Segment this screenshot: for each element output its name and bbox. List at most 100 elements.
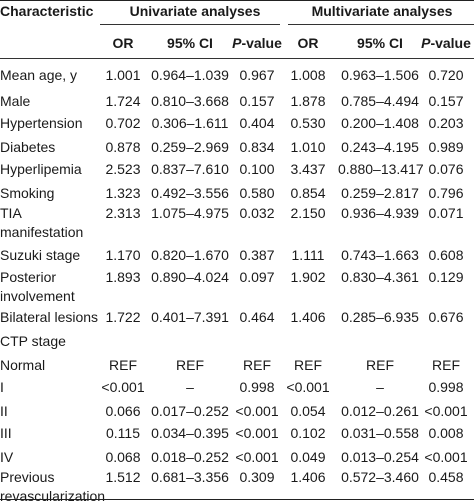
cell-multivariate-p: 0.157 (428, 93, 464, 109)
cell-univariate-p: 0.464 (239, 309, 275, 325)
header-m-p-rest: -value (430, 35, 471, 51)
header-u-p: P-value (228, 34, 286, 52)
cell-multivariate-p: 0.796 (428, 185, 464, 201)
cell-univariate-or: 1.724 (105, 93, 141, 109)
cell-univariate-ci: 0.492–3.556 (151, 185, 229, 201)
cell-multivariate-ci: 0.743–1.663 (341, 247, 419, 263)
cell-multivariate-p: 0.720 (428, 67, 464, 83)
cell-univariate-p: 0.309 (239, 469, 275, 485)
row-label: Smoking (0, 185, 55, 201)
cell-multivariate-or: 0.102 (290, 425, 326, 441)
cell-univariate-ci: 0.837–7.610 (151, 161, 229, 177)
cell-multivariate-p: 0.008 (428, 425, 464, 441)
row-label: revascularization (0, 488, 106, 501)
cell-multivariate-ci: 0.259–2.817 (341, 185, 419, 201)
cell-multivariate-p: 0.071 (428, 205, 464, 221)
table-bottom-rule (0, 499, 474, 501)
cell-univariate-or: REF (109, 357, 137, 373)
row-label: II (0, 403, 8, 419)
header-multivariate: Multivariate analyses (311, 3, 453, 19)
cell-univariate-or: 0.878 (105, 139, 141, 155)
cell-univariate-or: 0.068 (105, 449, 141, 465)
header-characteristic: Characteristic (0, 3, 94, 19)
cell-multivariate-ci: – (376, 379, 384, 395)
cell-multivariate-or: 0.049 (290, 449, 326, 465)
header-m-ci: 95% CI (357, 35, 403, 51)
cell-univariate-ci: 0.820–1.670 (151, 247, 229, 263)
cell-multivariate-p: 0.998 (428, 379, 464, 395)
row-label: Hypertension (0, 115, 83, 131)
cell-univariate-p: 0.967 (239, 67, 275, 83)
cell-multivariate-ci: REF (366, 357, 394, 373)
cell-univariate-or: 1.001 (105, 67, 141, 83)
cell-univariate-or: 1.512 (105, 469, 141, 485)
header-u-or: OR (112, 35, 134, 51)
cell-univariate-p: <0.001 (235, 425, 279, 441)
cell-univariate-or: 2.313 (105, 205, 141, 221)
row-label: Hyperlipemia (0, 161, 82, 177)
cell-multivariate-p: 0.458 (428, 469, 464, 485)
cell-univariate-ci: 0.034–0.395 (151, 425, 229, 441)
row-label: CTP stage (0, 333, 66, 349)
cell-univariate-ci: 1.075–4.975 (151, 205, 229, 221)
cell-multivariate-ci: 0.963–1.506 (341, 67, 419, 83)
cell-multivariate-or: 1.111 (291, 247, 325, 263)
row-label: Suzuki stage (0, 247, 81, 263)
cell-multivariate-p: 0.676 (428, 309, 464, 325)
cell-univariate-p: 0.387 (239, 247, 275, 263)
row-label: Posterior (0, 269, 57, 285)
cell-univariate-ci: 0.306–1.611 (151, 115, 229, 131)
header-u-p-rest: -value (241, 35, 282, 51)
cell-multivariate-p: <0.001 (424, 403, 468, 419)
cell-multivariate-ci: 0.013–0.254 (341, 449, 419, 465)
cell-univariate-p: 0.097 (239, 269, 275, 285)
cell-univariate-or: 1.170 (105, 247, 141, 263)
cell-univariate-ci: 0.401–7.391 (151, 309, 229, 325)
cell-multivariate-ci: 0.031–0.558 (341, 425, 419, 441)
cell-multivariate-ci: 0.285–6.935 (341, 309, 419, 325)
cell-univariate-or: 1.893 (105, 269, 141, 285)
cell-multivariate-p: <0.001 (424, 449, 468, 465)
multivariate-group-rule (288, 24, 474, 25)
cell-univariate-or: 1.722 (105, 309, 141, 325)
row-label: TIA (0, 205, 22, 221)
row-label: manifestation (0, 224, 84, 240)
cell-multivariate-p: 0.129 (428, 269, 464, 285)
row-label: IV (0, 449, 14, 465)
header-u-p-italic: P (232, 35, 242, 51)
row-label: Bilateral lesions (0, 309, 99, 325)
cell-multivariate-p: 0.203 (428, 115, 464, 131)
header-m-or: OR (297, 35, 319, 51)
cell-multivariate-or: 0.854 (290, 185, 326, 201)
cell-univariate-ci: 0.259–2.969 (151, 139, 229, 155)
header-univariate: Univariate analyses (129, 3, 261, 19)
cell-univariate-p: REF (243, 357, 271, 373)
cell-multivariate-or: <0.001 (286, 379, 330, 395)
cell-univariate-p: <0.001 (235, 403, 279, 419)
cell-multivariate-p: 0.608 (428, 247, 464, 263)
cell-multivariate-ci: 0.012–0.261 (341, 403, 419, 419)
cell-multivariate-or: 1.406 (290, 469, 326, 485)
cell-multivariate-ci: 0.572–3.460 (341, 469, 419, 485)
cell-multivariate-ci: 0.243–4.195 (341, 139, 419, 155)
cell-multivariate-ci: 0.200–1.408 (341, 115, 419, 131)
cell-multivariate-ci: 0.785–4.494 (341, 93, 419, 109)
cell-univariate-p: 0.157 (239, 93, 275, 109)
cell-multivariate-ci: 0.830–4.361 (341, 269, 419, 285)
cell-multivariate-or: 1.010 (290, 139, 326, 155)
cell-univariate-ci: 0.018–0.252 (151, 449, 229, 465)
cell-univariate-or: 0.066 (105, 403, 141, 419)
cell-multivariate-or: 1.008 (290, 67, 326, 83)
univariate-group-rule (100, 24, 280, 25)
cell-multivariate-or: 0.054 (290, 403, 326, 419)
row-label: involvement (0, 288, 75, 304)
row-label: Mean age, y (0, 67, 78, 83)
cell-univariate-p: 0.834 (239, 139, 275, 155)
cell-multivariate-p: REF (432, 357, 460, 373)
cell-univariate-ci: 0.890–4.024 (151, 269, 229, 285)
cell-multivariate-or: 1.406 (290, 309, 326, 325)
cell-univariate-p: 0.580 (239, 185, 275, 201)
cell-univariate-p: 0.032 (239, 205, 275, 221)
cell-univariate-p: 0.998 (239, 379, 275, 395)
